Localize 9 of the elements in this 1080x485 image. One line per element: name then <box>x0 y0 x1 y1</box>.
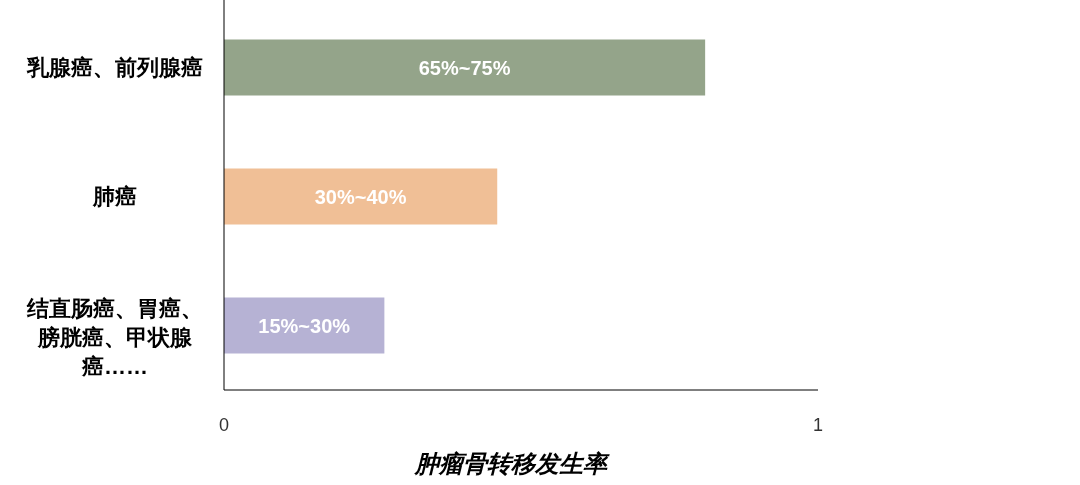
y-tick-label: 乳腺癌、前列腺癌 <box>26 54 204 82</box>
y-tick-label: 肺癌 <box>92 183 138 211</box>
annotation: 30%~40% <box>314 185 407 208</box>
x-tick-label: 0 <box>218 415 230 435</box>
x-tick-label: 1 <box>812 415 824 435</box>
y-tick-label: 结直肠癌、胃癌、膀胱癌、甲状腺癌…… <box>25 295 204 381</box>
annotation: 65%~75% <box>418 56 511 79</box>
annotation: 15%~30% <box>258 314 351 337</box>
x-axis-title: 肿瘤骨转移发生率 <box>413 450 610 477</box>
